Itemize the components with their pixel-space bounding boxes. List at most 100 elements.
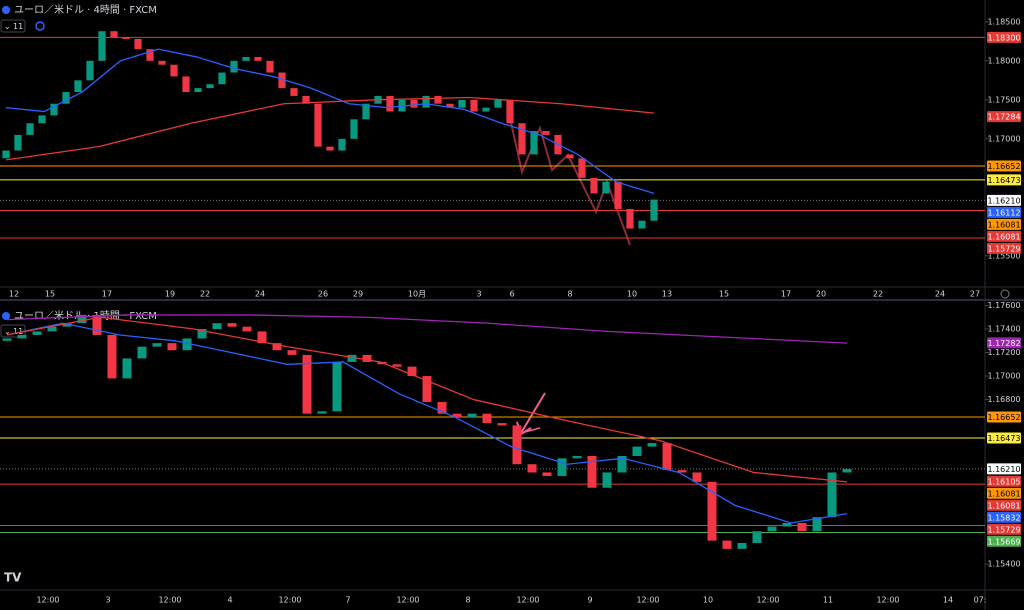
- candle-body: [722, 540, 732, 549]
- candle-body: [638, 220, 646, 229]
- price-label-box: [987, 194, 1021, 206]
- price-label: 1.16081: [987, 501, 1020, 510]
- candle-body: [2, 150, 10, 159]
- price-label-box: [987, 432, 1021, 444]
- y-tick-label: 1.17500: [987, 95, 1020, 104]
- candle-body: [230, 60, 238, 73]
- price-label: 1.16473: [987, 434, 1020, 443]
- candle-body: [470, 99, 478, 112]
- candle-body: [317, 411, 327, 414]
- x-tick-label: 12:00: [278, 596, 301, 605]
- price-label-box: [987, 499, 1021, 511]
- candle-body: [422, 95, 430, 108]
- x-tick-label: 14: [943, 596, 953, 605]
- candle-body: [578, 158, 586, 178]
- candle-body: [650, 199, 658, 221]
- candle-body: [227, 323, 237, 327]
- price-label-box: [987, 411, 1021, 423]
- candle-body: [212, 323, 222, 330]
- candle-body: [530, 131, 538, 155]
- interval-box[interactable]: [0, 19, 26, 33]
- interval-value: 11: [13, 22, 23, 31]
- symbol-icon[interactable]: [2, 6, 10, 14]
- x-tick-label: 12:00: [158, 596, 181, 605]
- arrow-drawing[interactable]: [520, 427, 541, 434]
- price-label-box: [987, 218, 1021, 230]
- x-tick-label: 26: [318, 290, 328, 299]
- price-label: 1.16473: [987, 176, 1020, 185]
- moving-average: [6, 322, 848, 524]
- indicator-icon[interactable]: [35, 21, 45, 31]
- x-tick-label: 29: [353, 290, 363, 299]
- candle-body: [74, 80, 82, 93]
- price-label-box: [987, 111, 1021, 123]
- candle-body: [206, 84, 214, 89]
- candle-body: [92, 314, 102, 335]
- candle-body: [302, 354, 312, 414]
- candle-body: [194, 88, 202, 93]
- price-label-box: [987, 463, 1021, 475]
- x-tick-label: 17: [102, 290, 112, 299]
- candle-body: [497, 423, 507, 426]
- price-label: 1.15669: [987, 537, 1020, 546]
- candle-body: [326, 146, 334, 151]
- symbol-icon[interactable]: [2, 312, 10, 320]
- y-tick-label: 1.17000: [987, 372, 1020, 381]
- candle-body: [242, 56, 250, 61]
- price-label-box: [987, 535, 1021, 547]
- candle-body: [386, 95, 394, 112]
- x-tick-label: 15: [45, 290, 55, 299]
- moving-average: [5, 96, 655, 161]
- candle-body: [137, 346, 147, 359]
- candle-body: [2, 338, 12, 341]
- price-label-box: [987, 160, 1021, 172]
- price-label: 1.15729: [987, 525, 1020, 534]
- price-label: 1.18300: [987, 33, 1020, 42]
- pane-title: ユーロ／米ドル · 4時間 · FXCM: [14, 3, 157, 16]
- interval-caret: ⌄: [4, 22, 11, 31]
- candle-body: [494, 99, 502, 108]
- candle-body: [50, 103, 58, 116]
- settings-icon[interactable]: [1000, 289, 1010, 299]
- price-label: 1.15832: [987, 513, 1020, 522]
- candle-body: [158, 60, 166, 65]
- candle-body: [167, 343, 177, 351]
- candle-body: [152, 343, 162, 347]
- candle-body: [338, 138, 346, 151]
- candle-body: [26, 123, 34, 135]
- x-tick-label: 12:00: [396, 596, 419, 605]
- y-tick-label: 1.15400: [987, 560, 1020, 569]
- candle-body: [62, 323, 72, 327]
- x-tick-label: 27: [970, 290, 980, 299]
- candle-body: [122, 358, 132, 379]
- x-tick-label: 13: [662, 290, 672, 299]
- candle-body: [362, 354, 372, 362]
- candle-body: [566, 154, 574, 159]
- candle-body: [422, 376, 432, 402]
- candle-body: [62, 92, 70, 104]
- logo[interactable]: ꓔV: [4, 571, 22, 585]
- candle-body: [314, 103, 322, 147]
- candle-body: [590, 177, 598, 194]
- x-tick-label: 17: [781, 290, 791, 299]
- candle-body: [782, 522, 792, 527]
- price-label: 1.15729: [987, 244, 1020, 253]
- candle-body: [362, 103, 370, 120]
- candle-body: [182, 338, 192, 351]
- candle-body: [218, 72, 226, 85]
- candle-body: [257, 331, 267, 344]
- candle-body: [182, 76, 190, 93]
- interval-caret: ⌄: [4, 327, 11, 336]
- x-tick-label: 6: [509, 290, 514, 299]
- moving-average: [5, 48, 655, 195]
- price-label-box: [987, 206, 1021, 218]
- candle-body: [692, 472, 702, 482]
- candle-body: [647, 443, 657, 447]
- price-label-box: [987, 242, 1021, 254]
- candle-body: [77, 314, 87, 324]
- x-tick-label: 3: [105, 596, 110, 605]
- price-label-box: [987, 230, 1021, 242]
- x-tick-label: 22: [200, 290, 210, 299]
- price-label-box: [987, 475, 1021, 487]
